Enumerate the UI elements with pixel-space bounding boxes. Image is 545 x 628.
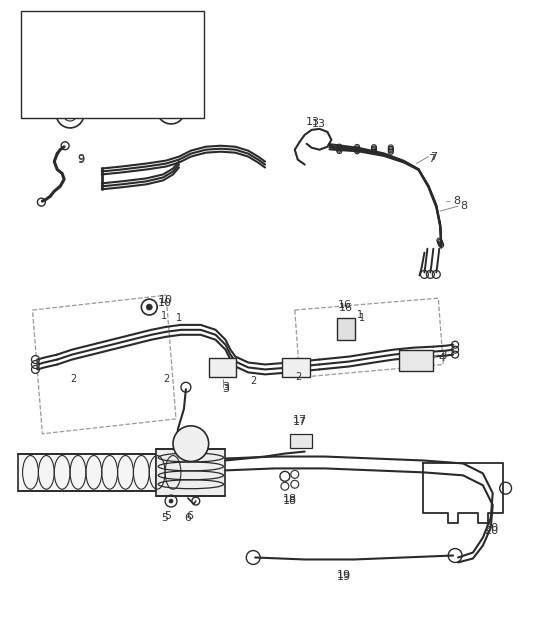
Text: 2: 2 (163, 374, 169, 384)
Bar (17, 453, 156, 491)
Text: 8: 8 (453, 196, 461, 206)
Bar (209, 357, 237, 377)
Text: 20: 20 (484, 526, 498, 536)
Text: 16: 16 (340, 303, 353, 313)
Circle shape (169, 108, 173, 112)
Circle shape (146, 304, 152, 310)
Text: 5: 5 (161, 513, 168, 523)
Text: 19: 19 (337, 572, 352, 582)
Text: 10: 10 (159, 295, 173, 305)
Text: 18: 18 (283, 496, 297, 506)
Text: 3: 3 (222, 382, 229, 392)
Text: 2: 2 (250, 376, 257, 386)
Bar (399, 350, 433, 371)
Text: 7: 7 (431, 151, 438, 161)
Bar (156, 448, 226, 496)
Text: 13: 13 (312, 119, 325, 129)
Bar (21, 11, 204, 118)
Text: 1: 1 (176, 313, 182, 323)
Bar (290, 434, 312, 448)
Text: 17: 17 (293, 417, 307, 427)
Text: 18: 18 (283, 494, 297, 504)
Bar (337, 318, 355, 340)
Text: 1: 1 (359, 313, 365, 323)
Text: 19: 19 (337, 570, 352, 580)
Circle shape (169, 499, 173, 503)
Text: 8: 8 (460, 201, 467, 211)
Text: 7: 7 (428, 154, 435, 164)
Text: 6: 6 (184, 513, 191, 523)
Text: 1: 1 (161, 311, 167, 321)
Text: 4: 4 (440, 350, 447, 360)
Circle shape (68, 112, 72, 116)
Text: 1: 1 (357, 310, 364, 320)
Text: 2: 2 (295, 372, 301, 382)
Text: 10: 10 (158, 298, 172, 308)
Text: 3: 3 (222, 384, 229, 394)
Text: 4: 4 (438, 352, 445, 362)
Circle shape (173, 426, 209, 462)
Text: 20: 20 (484, 522, 498, 533)
Text: 6: 6 (186, 511, 193, 521)
Text: 9: 9 (77, 154, 84, 164)
Text: 2: 2 (70, 374, 76, 384)
Text: 5: 5 (164, 511, 171, 521)
Text: 13: 13 (306, 117, 320, 127)
Bar (282, 357, 310, 377)
Text: 9: 9 (77, 154, 84, 165)
Text: 16: 16 (337, 300, 352, 310)
Text: 17: 17 (293, 415, 307, 425)
